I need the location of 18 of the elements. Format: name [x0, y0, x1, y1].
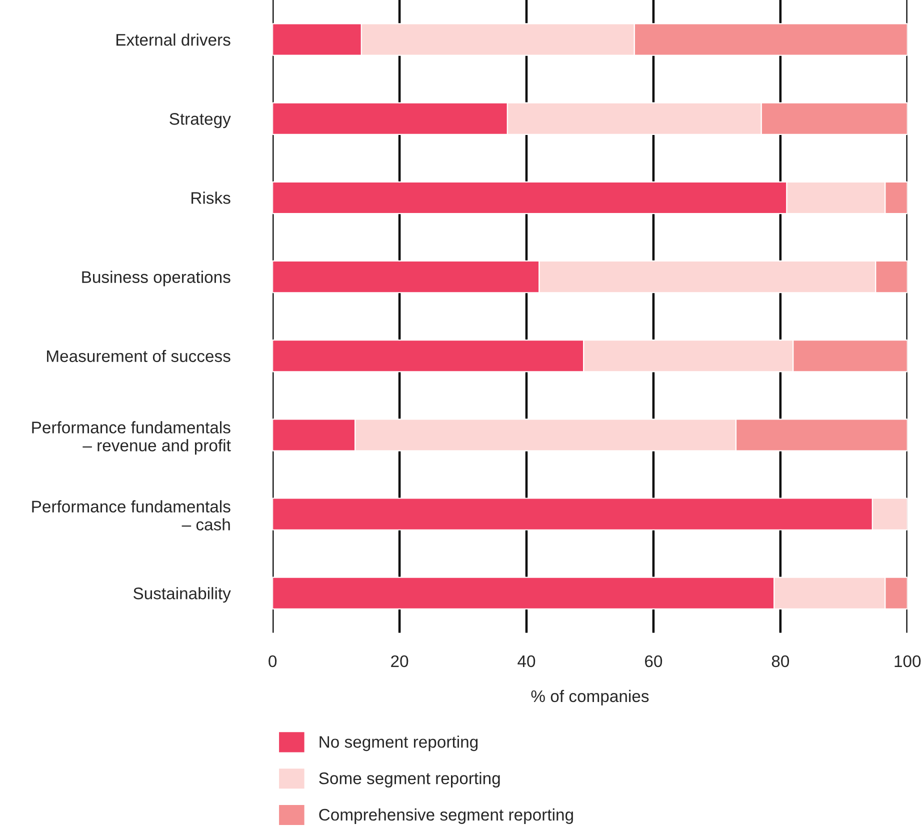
x-tick-label: 20 [391, 655, 408, 668]
y-tick-label: External drivers [116, 34, 230, 46]
y-tick-label: Performance fundamentals – revenue and profit [32, 421, 231, 455]
y-tick-label: Strategy [170, 113, 231, 128]
y-tick-label: Measurement of success [47, 350, 230, 362]
y-tick-label: Business operations [82, 270, 230, 286]
legend-label: No segment reporting [320, 736, 478, 752]
legend-label: Some segment reporting [319, 772, 500, 788]
x-tick-label: 40 [518, 655, 536, 668]
x-axis-title: % of companies [531, 690, 649, 706]
y-tick-label: Sustainability [133, 587, 231, 603]
x-tick-label: 0 [268, 655, 277, 668]
x-tick-label: 60 [645, 655, 662, 668]
y-tick-label: Risks [192, 192, 230, 204]
legend-label: Comprehensive segment reporting [319, 808, 573, 824]
y-tick-label: Performance fundamentals – cash [32, 500, 230, 530]
x-tick-label: 80 [772, 655, 790, 668]
x-tick-label: 100 [894, 655, 921, 668]
